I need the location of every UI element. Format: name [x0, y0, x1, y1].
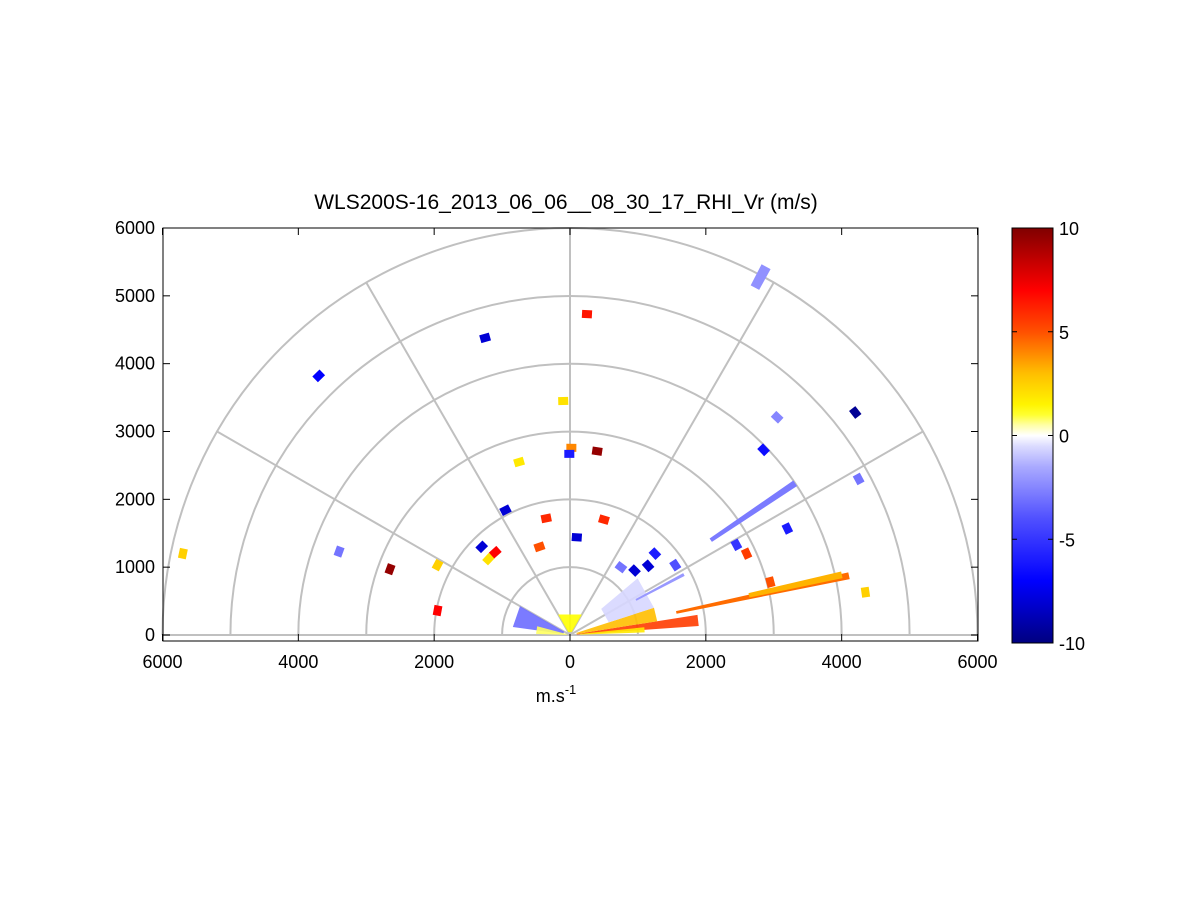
- velocity-echoes: [177, 264, 871, 635]
- echo-point-0: [177, 547, 188, 560]
- wedge-echo-2: [580, 627, 645, 635]
- band-echo-3: [709, 480, 798, 542]
- x-axis-label-base: m.s: [536, 686, 565, 706]
- colorbar-tick-label-4: -10: [1059, 634, 1085, 654]
- wedge-echo-3: [558, 614, 582, 633]
- wedge-echo-0: [576, 614, 699, 635]
- spoke-60deg: [569, 282, 775, 636]
- spoke-150deg: [216, 430, 571, 636]
- echo-point-5: [432, 604, 443, 617]
- echo-point-6: [479, 332, 492, 344]
- echo-point-11: [564, 449, 575, 458]
- echo-point-9: [558, 396, 569, 406]
- echo-point-7: [499, 504, 512, 517]
- band-echo-1: [748, 571, 843, 598]
- plot-area: 6000 4000 2000 0 2000 4000 6000 0 1000 2000 3000 40…: [115, 218, 998, 672]
- axis-ticks: 6000 4000 2000 0 2000 4000 6000 0 1000 2000 3000 40…: [115, 218, 998, 672]
- wedge-echo-5: [536, 626, 567, 635]
- spoke-120deg: [365, 282, 571, 636]
- echo-point-26: [540, 513, 552, 524]
- x-tick-label-1: 4000: [278, 652, 318, 672]
- echo-point-12: [581, 309, 593, 319]
- y-tick-label-2: 2000: [115, 489, 155, 509]
- echo-point-30: [648, 547, 662, 560]
- y-tick-label-1: 1000: [115, 557, 155, 577]
- echo-point-3: [384, 563, 396, 576]
- echo-point-2: [333, 545, 345, 558]
- colorbar-tick-label-1: 5: [1059, 323, 1069, 343]
- echo-point-4: [431, 558, 444, 572]
- echo-point-24: [482, 552, 495, 566]
- band-echo-2: [635, 573, 685, 601]
- echo-point-32: [669, 558, 682, 572]
- echo-point-17: [730, 538, 743, 552]
- colorbar-tick-label-3: -5: [1059, 530, 1075, 550]
- x-tick-label-3: 0: [565, 652, 575, 672]
- echo-point-10: [566, 443, 577, 452]
- colorbar: 10 5 0 -5 -10: [1011, 219, 1085, 654]
- echo-point-14: [757, 443, 770, 457]
- chart-title: WLS200S-16_2013_06_06__08_30_17_RHI_Vr (…: [314, 191, 818, 214]
- x-tick-label-0: 6000: [142, 652, 182, 672]
- wedge-echo-1: [576, 607, 658, 634]
- x-axis-label-superscript: -1: [565, 682, 577, 697]
- colorbar-gradient: [1011, 227, 1054, 644]
- y-tick-label-3: 3000: [115, 422, 155, 442]
- wedge-echo-6: [601, 578, 654, 623]
- echo-point-29: [533, 541, 546, 553]
- echo-point-20: [849, 406, 862, 419]
- echo-point-23: [475, 540, 489, 554]
- echo-point-1: [312, 369, 326, 383]
- x-axis-label: m.s-1: [536, 682, 577, 706]
- echo-point-8: [513, 456, 525, 468]
- x-tick-label-6: 6000: [957, 652, 997, 672]
- y-tick-label-0: 0: [145, 625, 155, 645]
- echo-point-19: [765, 576, 776, 588]
- echo-point-13: [591, 446, 603, 456]
- y-tick-label-4: 4000: [115, 354, 155, 374]
- wedge-echo-4: [512, 606, 565, 635]
- echo-point-34: [614, 560, 628, 574]
- x-tick-label-4: 2000: [686, 652, 726, 672]
- echo-point-16: [781, 522, 794, 535]
- x-tick-label-5: 4000: [822, 652, 862, 672]
- echo-point-18: [740, 547, 753, 560]
- colorbar-tick-label-2: 0: [1059, 427, 1069, 447]
- y-tick-label-6: 6000: [115, 218, 155, 238]
- echo-point-15: [770, 410, 784, 424]
- echo-point-21: [852, 472, 865, 486]
- echo-point-31: [641, 559, 655, 573]
- echo-point-25: [488, 545, 502, 559]
- echo-point-33: [628, 564, 641, 577]
- colorbar-tick-label-0: 10: [1059, 219, 1079, 239]
- band-echo-4: [750, 264, 771, 290]
- echo-point-22: [860, 586, 871, 598]
- echo-point-28: [571, 532, 583, 542]
- colorbar-ticks: 10 5 0 -5 -10: [1012, 219, 1085, 654]
- x-tick-label-2: 2000: [414, 652, 454, 672]
- echo-point-27: [598, 514, 610, 525]
- y-tick-label-5: 5000: [115, 286, 155, 306]
